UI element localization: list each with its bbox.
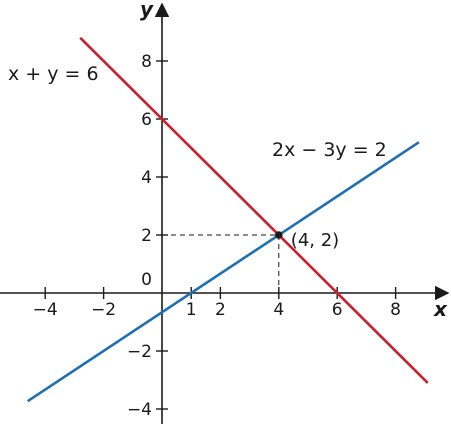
guides-group [162,234,280,293]
y-tick-label: 4 [141,168,152,188]
y-tick-label: −2 [127,342,152,362]
y-tick-label: 8 [141,52,152,72]
intersection-point [275,231,283,239]
x-axis-label: x [433,297,448,321]
y-axis-label: y [140,0,154,21]
x-tick-label: 8 [390,300,401,320]
annotation-red-line: x + y = 6 [8,63,99,85]
x-tick-label: −2 [91,300,116,320]
y-tick-label: 2 [141,226,152,246]
y-tick-label: 6 [141,110,152,130]
x-tick-label: 2 [215,300,226,320]
series-line-red [79,36,429,384]
origin-label: 0 [141,270,152,290]
x-tick-label: −4 [33,300,58,320]
y-tick-label: −4 [127,400,152,420]
annotation-blue-line: 2x − 3y = 2 [272,139,387,161]
series-line-blue [26,141,420,403]
lines-group [26,36,429,403]
x-tick-label: 6 [332,300,343,320]
x-tick-label: 4 [273,300,284,320]
intersection-label: (4, 2) [291,230,339,251]
x-tick-label: 1 [186,300,197,320]
